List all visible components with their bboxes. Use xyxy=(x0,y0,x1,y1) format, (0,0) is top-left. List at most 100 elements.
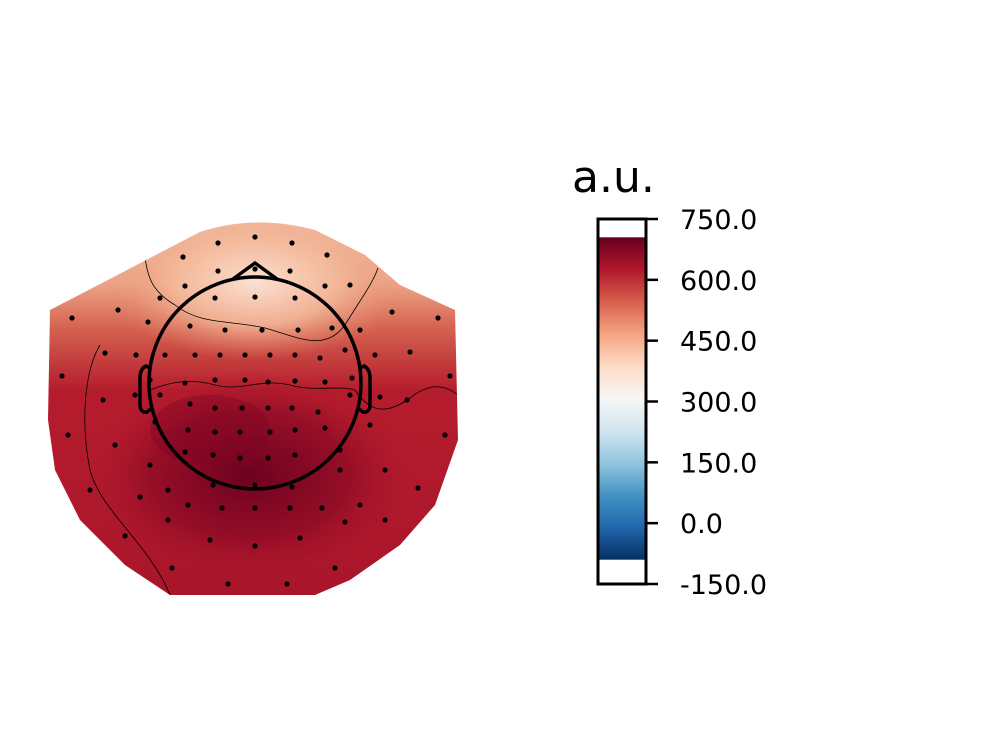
right-ear-icon xyxy=(356,364,372,414)
sensor-marker xyxy=(357,327,363,333)
sensor-marker xyxy=(212,295,218,301)
sensor-marker xyxy=(225,581,231,587)
sensor-marker xyxy=(182,380,188,386)
sensor-marker xyxy=(265,379,271,385)
contour-line xyxy=(84,344,171,595)
sensor-marker xyxy=(447,373,453,379)
sensor-marker xyxy=(212,405,218,411)
sensor-marker xyxy=(133,352,139,358)
contour-line xyxy=(144,257,379,341)
sensor-marker xyxy=(242,377,248,383)
head-circle xyxy=(147,275,363,491)
sensor-marker xyxy=(65,432,71,438)
colorbar-tick-label: 450.0 xyxy=(680,327,757,358)
sensor-marker xyxy=(212,429,218,435)
sensor-marker xyxy=(252,294,258,300)
sensor-marker xyxy=(215,268,221,274)
sensor-marker xyxy=(112,442,118,448)
sensor-marker xyxy=(115,307,121,313)
sensor-marker xyxy=(407,349,413,355)
sensor-marker xyxy=(87,487,93,493)
sensor-marker xyxy=(297,535,303,541)
sensor-marker xyxy=(292,378,298,384)
sensor-marker xyxy=(322,379,328,385)
colorbar-tick-label: 0.0 xyxy=(680,509,723,540)
contour-line xyxy=(149,381,458,410)
sensor-marker xyxy=(165,487,171,493)
sensor-marker xyxy=(252,505,258,511)
sensor-marker xyxy=(187,401,193,407)
sensor-marker xyxy=(152,419,158,425)
sensor-marker xyxy=(337,447,343,453)
sensor-marker xyxy=(367,422,373,428)
sensor-marker xyxy=(347,392,353,398)
sensor-marker xyxy=(100,397,106,403)
sensor-marker xyxy=(252,266,258,272)
sensor-marker xyxy=(187,323,193,329)
sensor-marker xyxy=(122,533,128,539)
sensor-marker xyxy=(329,325,335,331)
sensor-marker xyxy=(59,373,65,379)
colorbar-tick-label: 300.0 xyxy=(680,388,757,419)
sensor-markers xyxy=(59,234,453,587)
sensor-marker xyxy=(289,240,295,246)
colorbar-tick-label: 600.0 xyxy=(680,266,757,297)
topomap-field xyxy=(48,222,458,595)
sensor-marker xyxy=(157,392,163,398)
sensor-marker xyxy=(287,505,293,511)
sensor-marker xyxy=(315,409,321,415)
sensor-marker xyxy=(372,352,378,358)
colorbar-tick-label: 750.0 xyxy=(680,205,757,236)
sensor-marker xyxy=(377,394,383,400)
sensor-marker xyxy=(382,517,388,523)
sensor-marker xyxy=(237,455,243,461)
sensor-marker xyxy=(192,352,198,358)
sensor-marker xyxy=(292,427,298,433)
sensor-marker xyxy=(357,502,363,508)
sensor-marker xyxy=(252,543,258,549)
sensor-marker xyxy=(342,519,348,525)
head-outline xyxy=(138,260,372,491)
left-ear-icon xyxy=(138,364,154,414)
colorbar-tick-label: -150.0 xyxy=(680,570,767,601)
colorbar-tick-label: 150.0 xyxy=(680,448,757,479)
sensor-marker xyxy=(322,425,328,431)
sensor-marker xyxy=(265,455,271,461)
sensor-marker xyxy=(239,405,245,411)
colorbar xyxy=(596,217,648,586)
sensor-marker xyxy=(259,327,265,333)
sensor-marker xyxy=(212,377,218,383)
sensor-marker xyxy=(169,565,175,571)
sensor-marker xyxy=(332,565,338,571)
sensor-marker xyxy=(435,315,441,321)
sensor-marker xyxy=(292,352,298,358)
sensor-marker xyxy=(145,319,151,325)
sensor-marker xyxy=(284,581,290,587)
sensor-marker xyxy=(182,283,188,289)
sensor-marker xyxy=(185,502,191,508)
sensor-marker xyxy=(217,352,223,358)
sensor-marker xyxy=(267,429,273,435)
sensor-marker xyxy=(147,377,153,383)
sensor-marker xyxy=(242,352,248,358)
sensor-marker xyxy=(237,429,243,435)
sensor-marker xyxy=(349,375,355,381)
sensor-marker xyxy=(337,467,343,473)
sensor-marker xyxy=(215,240,221,246)
sensor-marker xyxy=(322,283,328,289)
sensor-marker xyxy=(147,462,153,468)
sensor-marker xyxy=(382,467,388,473)
sensor-marker xyxy=(210,482,216,488)
sensor-marker xyxy=(319,505,325,511)
colorbar-fill xyxy=(598,237,646,560)
sensor-marker xyxy=(210,452,216,458)
sensor-marker xyxy=(157,295,163,301)
sensor-marker xyxy=(389,309,395,315)
colorbar-title: a.u. xyxy=(572,152,655,203)
sensor-marker xyxy=(324,252,330,258)
sensor-marker xyxy=(342,347,348,353)
colorbar-ticks: 750.0 600.0 450.0 300.0 150.0 0.0 -150.0 xyxy=(646,205,767,601)
sensor-marker xyxy=(185,427,191,433)
sensor-marker xyxy=(207,537,213,543)
